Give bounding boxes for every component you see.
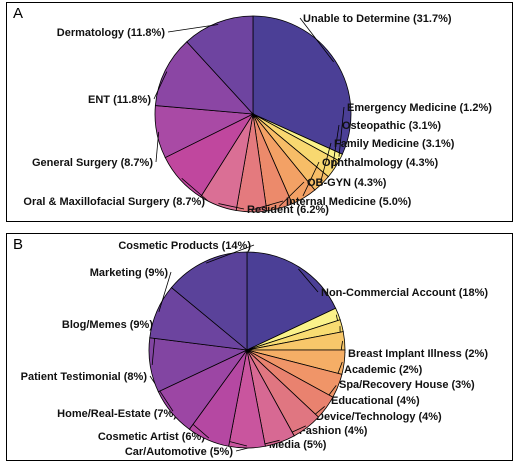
slice-label: Patient Testimonial (8%): [21, 371, 148, 383]
slice-label: Fashion (4%): [299, 425, 368, 437]
slice-label: Emergency Medicine (1.2%): [347, 102, 492, 114]
slice-label: Educational (4%): [331, 395, 420, 407]
slice-label: Car/Automotive (5%): [125, 446, 234, 458]
pie-chart-a: Unable to Determine (31.7%) Emergency Med…: [23, 13, 492, 216]
leader-line: [218, 203, 245, 210]
leader-line: [155, 131, 160, 163]
panel-letter: A: [13, 5, 24, 22]
slice-label: Blog/Memes (9%): [62, 319, 153, 331]
slice-label: ENT (11.8%): [88, 94, 151, 106]
leader-line: [158, 271, 172, 312]
leader-line: [181, 178, 209, 202]
leader-line: [278, 181, 305, 207]
leader-line: [338, 106, 345, 157]
slice-label: Osteopathic (3.1%): [342, 120, 441, 132]
slice-label: OB-GYN (4.3%): [307, 177, 387, 189]
leader-line: [320, 142, 332, 183]
slice-label: Cosmetic Products (14%): [118, 240, 251, 252]
leader-line: [167, 24, 219, 33]
slice-label: Breast Implant Illness (2%): [348, 348, 488, 360]
leader-line: [251, 200, 284, 211]
pie-slice: [154, 41, 254, 115]
leader-line: [149, 375, 174, 412]
slice-label: Internal Medicine (5.0%): [286, 196, 412, 208]
panel-letter: B: [13, 236, 24, 253]
pie-chart-b: Non-Commercial Account (18%) Breast Impla…: [21, 240, 489, 458]
leader-line: [332, 124, 340, 168]
pie-slice: [246, 251, 337, 351]
pie-slice: [252, 15, 352, 155]
slice-label: Dermatology (11.8%): [57, 27, 166, 39]
slice-label: General Surgery (8.7%): [32, 157, 153, 169]
leader-line: [298, 268, 319, 293]
slice-label: Family Medicine (3.1%): [334, 138, 455, 150]
chart-panel-b: B Non-Commercial Account (18%) Breast Imp…: [6, 233, 513, 461]
slice-label: Resident (6.2%): [247, 204, 329, 216]
chart-panel-a: A Unable to Determine (31.7%) Emergency M…: [6, 2, 513, 222]
slice-label: Cosmetic Artist (6%): [98, 431, 206, 443]
slice-label: Home/Real-Estate (7%): [57, 408, 177, 420]
slice-label: Spa/Recovery House (3%): [339, 379, 475, 391]
slice-label: Marketing (9%): [90, 267, 169, 279]
slice-label: Oral & Maxillofacial Surgery (8.7%): [23, 196, 205, 208]
slice-label: Non-Commercial Account (18%): [321, 287, 488, 299]
pie-slice: [186, 15, 254, 116]
leader-line: [302, 161, 320, 197]
slice-label: Academic (2%): [344, 364, 423, 376]
slice-label: Device/Technology (4%): [316, 411, 442, 423]
leader-line: [153, 71, 168, 100]
pie-slice: [170, 251, 248, 351]
leader-line: [205, 244, 255, 264]
slice-label: Unable to Determine (31.7%): [303, 13, 452, 25]
slice-label: Media (5%): [269, 439, 327, 451]
slice-label: Ophthalmology (4.3%): [322, 157, 438, 169]
leader-line: [299, 17, 334, 63]
